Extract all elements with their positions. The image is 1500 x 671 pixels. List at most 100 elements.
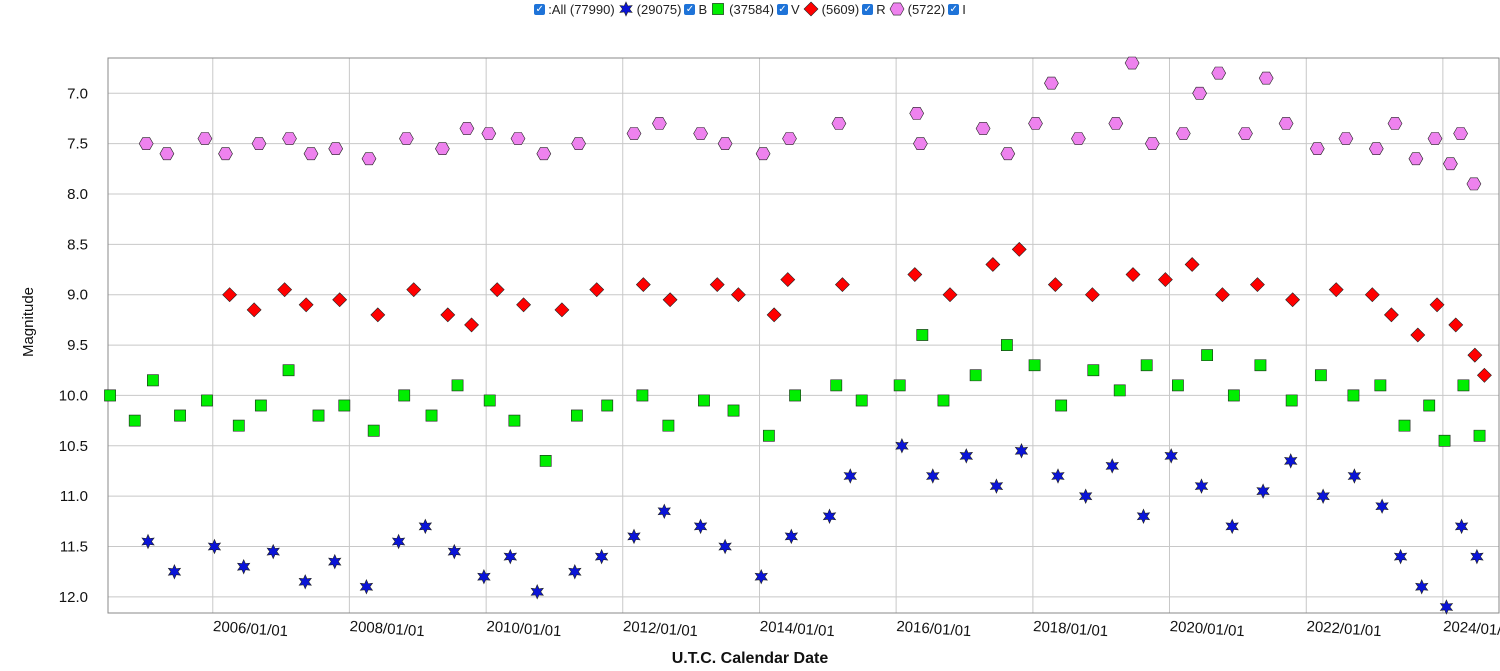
point	[636, 389, 649, 402]
point	[1309, 142, 1325, 155]
y-tick-label: 9.5	[67, 337, 88, 354]
point	[718, 538, 732, 555]
legend-checkbox[interactable]: ✓	[948, 3, 960, 15]
point	[1408, 152, 1424, 166]
point	[1051, 468, 1065, 484]
point	[254, 399, 267, 412]
point	[418, 518, 433, 535]
point	[303, 147, 319, 161]
point	[909, 107, 925, 120]
point	[464, 317, 479, 333]
point	[1201, 349, 1214, 362]
x-tick-label: 2006/01/01	[213, 618, 289, 640]
point	[662, 419, 675, 432]
legend-name: V	[790, 1, 800, 17]
point	[298, 574, 312, 590]
point	[626, 127, 642, 140]
point	[174, 409, 186, 422]
point	[536, 147, 552, 161]
point	[627, 528, 641, 545]
point	[1164, 448, 1178, 464]
point	[1429, 297, 1445, 313]
point	[1457, 379, 1470, 392]
point	[447, 543, 462, 560]
legend-symbol	[712, 3, 725, 15]
point	[1157, 272, 1173, 288]
point	[489, 282, 505, 298]
point	[1113, 384, 1126, 397]
point	[197, 132, 213, 145]
point	[510, 132, 526, 145]
point	[1144, 137, 1160, 150]
point	[1443, 157, 1458, 171]
point	[1225, 518, 1239, 535]
point	[483, 394, 496, 407]
point	[328, 553, 342, 570]
point	[1047, 277, 1063, 293]
point	[766, 307, 782, 323]
legend-checkbox[interactable]: ✓	[534, 3, 546, 15]
point	[782, 132, 797, 145]
point	[762, 429, 775, 442]
point	[568, 563, 582, 580]
point	[391, 533, 406, 550]
point	[1347, 389, 1360, 402]
point	[1087, 364, 1100, 377]
point	[328, 142, 344, 155]
point	[370, 307, 386, 323]
point	[1278, 117, 1294, 130]
legend-name: I	[962, 1, 966, 17]
legend-checkbox[interactable]: ✓	[776, 3, 788, 15]
point	[159, 147, 175, 161]
point	[201, 394, 213, 407]
point	[1175, 127, 1191, 140]
point	[1423, 399, 1436, 412]
point	[717, 137, 733, 150]
point	[246, 302, 262, 318]
point	[251, 137, 267, 150]
y-tick-label: 11.5	[60, 539, 88, 556]
point	[789, 389, 801, 402]
point	[895, 438, 909, 454]
point	[916, 329, 929, 341]
point	[1044, 76, 1059, 90]
point	[1071, 132, 1086, 145]
point	[332, 292, 348, 308]
y-tick-label: 9.0	[67, 287, 88, 304]
point	[601, 399, 614, 412]
point	[1466, 177, 1482, 191]
point	[361, 152, 377, 166]
point	[1347, 468, 1362, 484]
point	[913, 137, 928, 150]
legend-marker	[618, 1, 633, 17]
point	[222, 287, 238, 303]
point	[1284, 453, 1298, 469]
point	[277, 282, 293, 298]
point	[1055, 399, 1068, 412]
point	[435, 142, 450, 155]
point	[1427, 132, 1443, 145]
point	[167, 563, 182, 580]
point	[730, 287, 746, 303]
point	[138, 137, 154, 150]
y-tick-label: 7.0	[67, 85, 88, 102]
legend-checkbox[interactable]: ✓	[862, 3, 874, 15]
y-tick-label: 11.0	[60, 488, 88, 505]
point	[1140, 359, 1153, 372]
x-tick-label: 2008/01/01	[349, 618, 425, 640]
point	[942, 287, 958, 303]
point	[338, 399, 351, 412]
point	[1448, 317, 1464, 333]
point	[530, 584, 544, 600]
point	[1314, 369, 1327, 382]
legend-checkbox[interactable]: ✓	[684, 3, 696, 15]
point	[571, 409, 583, 422]
point	[969, 369, 982, 382]
point	[104, 389, 116, 402]
point	[266, 543, 280, 560]
point	[367, 424, 380, 437]
point	[282, 364, 295, 377]
point	[571, 137, 586, 150]
point	[1078, 488, 1093, 504]
